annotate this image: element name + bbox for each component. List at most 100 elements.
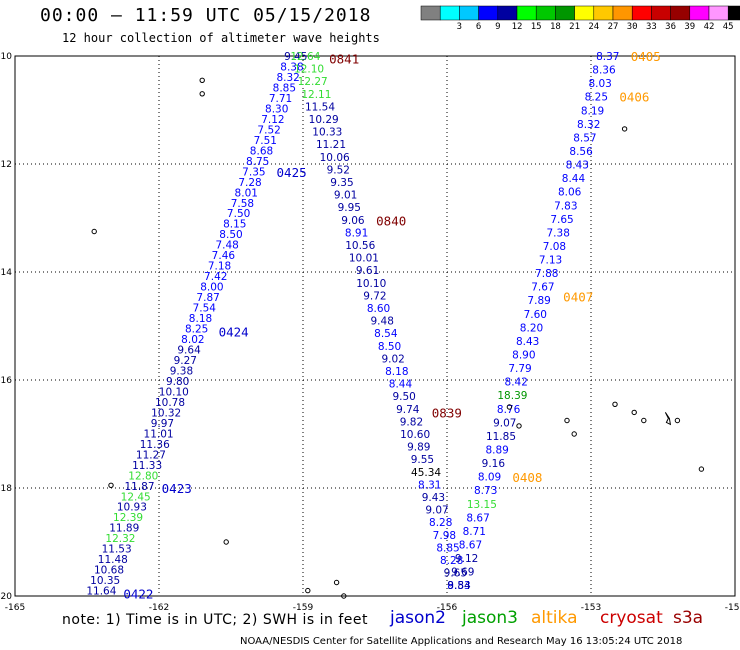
- cryosat-swh-value: 12.11: [301, 89, 331, 101]
- page-subtitle: 12 hour collection of altimeter wave hei…: [62, 31, 380, 45]
- jason2-swh-value: 9.64: [177, 345, 201, 357]
- y-tick-label: -10: [0, 52, 12, 62]
- x-tick-label: -165: [5, 603, 25, 613]
- island-icon: [305, 587, 311, 594]
- satellite-legend-jason2: jason2: [390, 608, 446, 628]
- color-scale-tick-label: 9: [495, 22, 501, 32]
- jason2-swh-value: 11.33: [132, 460, 162, 472]
- jason2-swh-value: 9.38: [170, 365, 193, 377]
- cryosat-swh-value: 10.60: [400, 429, 430, 441]
- jason2-swh-value: 11.53: [102, 544, 132, 556]
- color-scale-swatch: [651, 5, 671, 21]
- altika-swh-value: 8.36: [592, 65, 616, 77]
- color-scale-tick-label: 6: [475, 22, 482, 32]
- plot-frame: [14, 55, 736, 597]
- jason2-swh-value: 7.54: [193, 303, 217, 315]
- altika-swh-value: 7.79: [508, 363, 531, 375]
- island-icon: [91, 228, 97, 235]
- jason2-pass-label: 0423: [162, 481, 192, 496]
- color-scale-swatch: [516, 5, 537, 21]
- altika-swh-value: 8.67: [459, 539, 482, 551]
- island-icon: [664, 412, 672, 426]
- island-icon: [108, 482, 114, 488]
- cryosat-swh-value: 10.06: [320, 152, 350, 164]
- jason2-swh-value: 11.89: [109, 523, 139, 535]
- cryosat-swh-value: 9.48: [371, 316, 394, 328]
- jason2-pass-label: 0424: [219, 324, 249, 339]
- altika-swh-value: 8.76: [497, 404, 521, 416]
- color-scale-tick-label: 70: [736, 22, 740, 32]
- island-icon: [631, 409, 637, 416]
- jason2-swh-value: 9.45: [284, 51, 307, 63]
- altika-swh-value: 7.38: [547, 227, 570, 239]
- color-scale-swatch: [420, 5, 441, 21]
- altika-swh-value: 8.09: [478, 472, 501, 484]
- color-scale-swatch: [439, 5, 460, 21]
- cryosat-swh-value: 9.95: [338, 202, 361, 214]
- island-icon: [516, 423, 522, 429]
- satellite-legend-cryosat: cryosat: [600, 608, 663, 628]
- jason2-swh-value: 7.46: [212, 250, 236, 262]
- altika-swh-value: 7.08: [543, 241, 566, 253]
- jason2-swh-value: 7.51: [254, 135, 277, 147]
- color-scale-swatch: [612, 5, 633, 21]
- color-scale-swatch: [689, 5, 710, 21]
- jason2-swh-value: 7.42: [204, 271, 227, 283]
- y-tick-label: -12: [0, 160, 12, 170]
- y-tick-label: -14: [0, 268, 12, 278]
- cryosat-swh-value: 8.53: [447, 580, 470, 592]
- altika-swh-value: 11.85: [486, 431, 516, 443]
- island-icon: [341, 593, 347, 599]
- cryosat-pass-label: 0839: [432, 405, 462, 420]
- jason2-swh-value: 11.48: [98, 554, 128, 566]
- cryosat-swh-value: 9.61: [356, 265, 379, 277]
- jason2-swh-value: 11.27: [136, 449, 166, 461]
- altika-swh-value: 8.44: [562, 173, 586, 185]
- jason2-swh-value: 8.25: [185, 324, 208, 336]
- cryosat-swh-value: 45.34: [411, 467, 441, 479]
- altika-swh-value: 8.57: [573, 132, 596, 144]
- jason2-swh-value: 7.18: [208, 261, 231, 273]
- color-scale-swatch: [727, 5, 740, 21]
- island-icon: [223, 539, 229, 545]
- altika-swh-value: 8.37: [596, 51, 619, 63]
- altika-swh-value: 18.39: [497, 390, 527, 402]
- jason2-swh-value: 7.50: [227, 208, 250, 220]
- island-icon: [506, 404, 513, 410]
- altika-swh-value: 9.84: [447, 580, 471, 592]
- altika-swh-value: 8.03: [588, 78, 611, 90]
- jason2-swh-value: 10.32: [151, 407, 181, 419]
- color-scale-tick-label: 27: [607, 22, 619, 32]
- jason2-swh-value: 9.80: [166, 376, 189, 388]
- altika-pass-label: 0408: [512, 470, 542, 485]
- x-tick-label: -162: [149, 603, 169, 613]
- altika-swh-value: 7.65: [550, 214, 573, 226]
- altika-swh-value: 8.42: [505, 377, 528, 389]
- cryosat-swh-value: 10.10: [356, 278, 386, 290]
- cryosat-swh-value: 8.91: [345, 227, 368, 239]
- jason2-swh-value: 7.48: [215, 240, 238, 252]
- jason2-swh-value: 11.64: [86, 586, 116, 598]
- altika-swh-value: 8.06: [558, 187, 582, 199]
- jason2-swh-value: 10.35: [90, 575, 120, 587]
- color-scale-tick-label: 39: [684, 22, 696, 32]
- jason2-swh-value: 8.01: [235, 187, 258, 199]
- cryosat-swh-value: 10.01: [349, 253, 379, 265]
- altika-swh-value: 8.90: [512, 350, 535, 362]
- color-scale-swatch: [708, 5, 729, 21]
- altika-swh-value: 7.89: [527, 295, 550, 307]
- cryosat-swh-value: 8.85: [436, 542, 459, 554]
- color-scale-swatch: [631, 5, 652, 21]
- altika-swh-value: 7.60: [524, 309, 547, 321]
- cryosat-swh-value: 8.54: [374, 328, 398, 340]
- cryosat-swh-value: 7.98: [433, 530, 456, 542]
- cryosat-swh-value: 9.82: [400, 416, 423, 428]
- altika-swh-value: 8.89: [485, 445, 508, 457]
- altika-swh-value: 8.67: [466, 512, 489, 524]
- altika-swh-value: 8.43: [516, 336, 539, 348]
- altika-swh-value: 8.43: [566, 160, 589, 172]
- island-icon: [333, 579, 340, 586]
- cryosat-swh-value: 11.21: [316, 139, 346, 151]
- altika-swh-value: 9.12: [455, 553, 478, 565]
